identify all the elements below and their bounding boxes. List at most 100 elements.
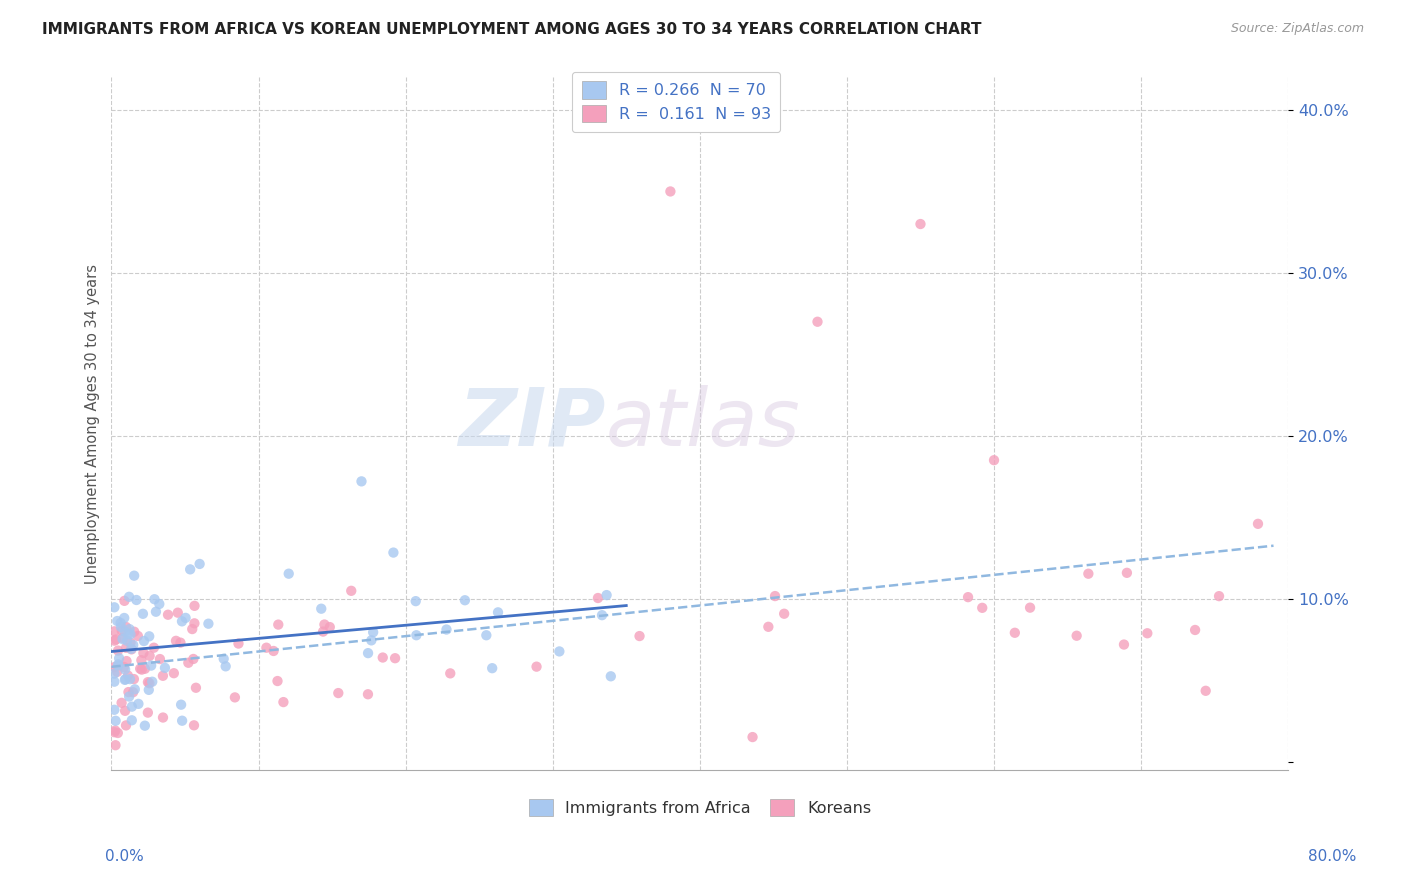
Point xyxy=(763,589,786,603)
Point xyxy=(972,600,994,615)
Point xyxy=(181,622,204,636)
Point xyxy=(103,666,125,681)
Point xyxy=(340,583,363,598)
Point xyxy=(382,545,405,559)
Point xyxy=(314,617,336,632)
Point xyxy=(114,663,136,677)
Text: IMMIGRANTS FROM AFRICA VS KOREAN UNEMPLOYMENT AMONG AGES 30 TO 34 YEARS CORRELAT: IMMIGRANTS FROM AFRICA VS KOREAN UNEMPLO… xyxy=(42,22,981,37)
Point xyxy=(114,704,136,718)
Point xyxy=(103,624,125,639)
Point xyxy=(756,620,779,634)
Point xyxy=(114,673,136,687)
Point xyxy=(117,685,139,699)
Point xyxy=(1247,516,1270,531)
Point xyxy=(118,690,141,704)
Point xyxy=(107,658,129,673)
Point xyxy=(228,636,250,650)
Point xyxy=(107,657,129,672)
Point xyxy=(118,590,141,604)
Point xyxy=(436,623,458,637)
Point xyxy=(122,672,145,686)
Point xyxy=(132,634,155,648)
Point xyxy=(1077,566,1099,581)
Point xyxy=(115,620,138,634)
Point xyxy=(586,591,609,605)
Point xyxy=(169,635,191,649)
Point xyxy=(122,568,145,582)
Point xyxy=(122,638,145,652)
Point xyxy=(131,653,153,667)
Point xyxy=(132,646,155,660)
Point xyxy=(110,620,132,634)
Point xyxy=(1136,626,1159,640)
Point xyxy=(179,562,201,576)
Point xyxy=(134,662,156,676)
Point xyxy=(132,607,155,621)
Point xyxy=(357,646,380,660)
Point xyxy=(548,644,571,658)
Point xyxy=(183,599,205,613)
Point xyxy=(1115,566,1137,580)
Point xyxy=(405,628,427,642)
Point xyxy=(115,640,138,655)
Point xyxy=(148,597,170,611)
Point xyxy=(111,624,134,638)
Point xyxy=(439,666,461,681)
Point xyxy=(1184,623,1206,637)
Point xyxy=(121,699,143,714)
Point xyxy=(118,622,141,636)
Point xyxy=(405,594,427,608)
Text: atlas: atlas xyxy=(606,384,800,463)
Point xyxy=(170,698,193,712)
Point xyxy=(595,588,617,602)
Point xyxy=(104,714,127,728)
Point xyxy=(107,726,129,740)
Point xyxy=(136,675,159,690)
Point xyxy=(599,669,621,683)
Point xyxy=(806,315,828,329)
Point xyxy=(125,593,148,607)
Point xyxy=(105,665,128,679)
Point xyxy=(120,636,142,650)
Point xyxy=(105,614,128,628)
Point xyxy=(741,730,763,744)
Point xyxy=(454,593,477,607)
Point xyxy=(177,656,200,670)
Point xyxy=(103,633,125,648)
Point xyxy=(127,629,149,643)
Point xyxy=(1112,638,1135,652)
Point xyxy=(309,601,332,615)
Point xyxy=(350,475,373,489)
Point xyxy=(152,669,174,683)
Point xyxy=(371,650,394,665)
Point xyxy=(122,624,145,639)
Point xyxy=(138,676,160,690)
Point xyxy=(112,594,135,608)
Point xyxy=(1208,589,1230,603)
Point xyxy=(142,640,165,655)
Point xyxy=(115,633,138,648)
Point xyxy=(104,632,127,647)
Point xyxy=(149,652,172,666)
Point xyxy=(111,632,134,646)
Point xyxy=(103,674,125,689)
Point xyxy=(117,668,139,682)
Point xyxy=(117,627,139,641)
Point xyxy=(131,663,153,677)
Point xyxy=(526,659,548,673)
Point xyxy=(319,620,342,634)
Point xyxy=(266,673,288,688)
Point xyxy=(328,686,350,700)
Point xyxy=(120,627,142,641)
Point xyxy=(124,682,146,697)
Point xyxy=(170,615,193,629)
Point xyxy=(138,648,160,663)
Point xyxy=(112,611,135,625)
Point xyxy=(108,651,131,665)
Point xyxy=(773,607,796,621)
Point xyxy=(134,719,156,733)
Point xyxy=(115,718,138,732)
Text: 0.0%: 0.0% xyxy=(105,849,145,863)
Point xyxy=(165,633,187,648)
Y-axis label: Unemployment Among Ages 30 to 34 years: Unemployment Among Ages 30 to 34 years xyxy=(86,263,100,583)
